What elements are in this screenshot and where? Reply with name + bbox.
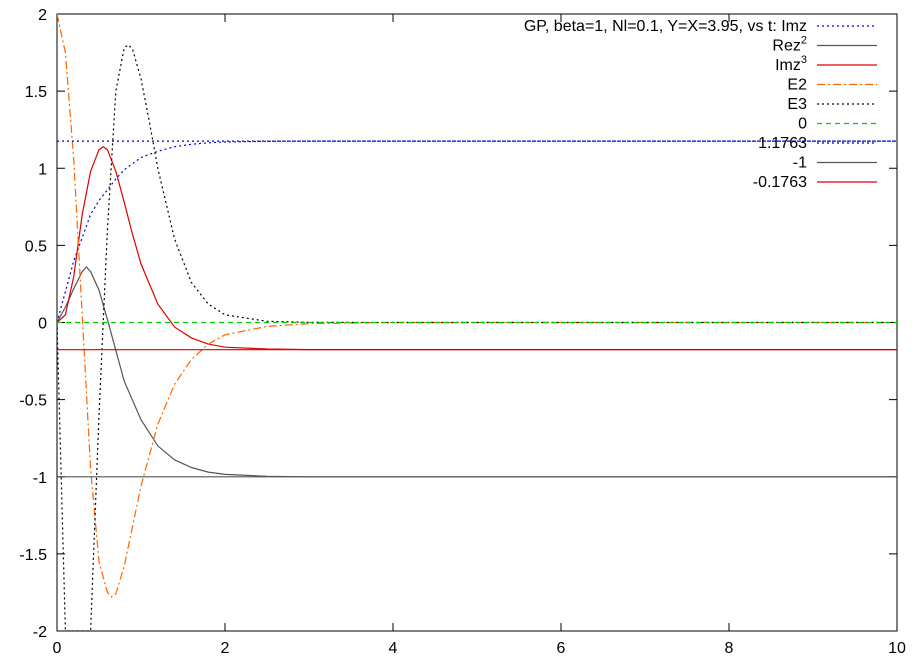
legend-name: -0.1763 — [753, 174, 807, 191]
y-tick-label: -1.5 — [19, 547, 47, 564]
series-line-1 — [57, 266, 897, 478]
legend-name: -1 — [793, 155, 807, 172]
x-tick-label: 4 — [389, 640, 398, 657]
legend-superscript: 3 — [801, 54, 807, 66]
legend-name: 1.1763 — [758, 135, 807, 152]
legend: GP, beta=1, Nl=0.1, Y=X=3.95, vs t: ImzR… — [524, 18, 877, 191]
y-tick-label: 0 — [38, 316, 47, 333]
legend-label-6: 1.1763 — [758, 135, 807, 152]
legend-label-1: Rez2 — [772, 35, 807, 55]
y-tick-label: -0.5 — [19, 393, 47, 410]
legend-label-5: 0 — [798, 116, 807, 133]
legend-name: E2 — [787, 77, 807, 94]
y-tick-label: -1 — [33, 470, 47, 487]
y-tick-label: -2 — [33, 624, 47, 641]
x-tick-label: 0 — [53, 640, 62, 657]
legend-label-7: -1 — [793, 155, 807, 172]
legend-name: Rez — [772, 38, 800, 55]
series-layer — [57, 14, 897, 631]
legend-label-4: E3 — [787, 96, 807, 113]
legend-superscript: 2 — [801, 35, 807, 47]
legend-label-8: -0.1763 — [753, 174, 807, 191]
x-tick-label: 10 — [888, 640, 906, 657]
series-line-3 — [57, 14, 897, 598]
legend-name: Imz — [775, 57, 801, 74]
legend-name: 0 — [798, 116, 807, 133]
legend-label-3: E2 — [787, 77, 807, 94]
y-tick-label: 1.5 — [25, 84, 47, 101]
x-tick-label: 2 — [221, 640, 230, 657]
y-tick-label: 0.5 — [25, 238, 47, 255]
y-tick-label: 2 — [38, 7, 47, 24]
series-line-4 — [57, 43, 897, 631]
legend-label-0: GP, beta=1, Nl=0.1, Y=X=3.95, vs t: Imz — [524, 18, 807, 35]
y-tick-label: 1 — [38, 161, 47, 178]
legend-label-2: Imz3 — [775, 54, 807, 74]
legend-name: GP, beta=1, Nl=0.1, Y=X=3.95, vs t: Imz — [524, 18, 807, 35]
x-tick-label: 6 — [557, 640, 566, 657]
x-tick-label: 8 — [725, 640, 734, 657]
legend-name: E3 — [787, 96, 807, 113]
series-line-0 — [57, 140, 897, 323]
axis-ticks: 0 2 4 6 8 10 2 1.5 1 0.5 0 -0.5 -1 -1.5 -2 — [19, 7, 906, 657]
